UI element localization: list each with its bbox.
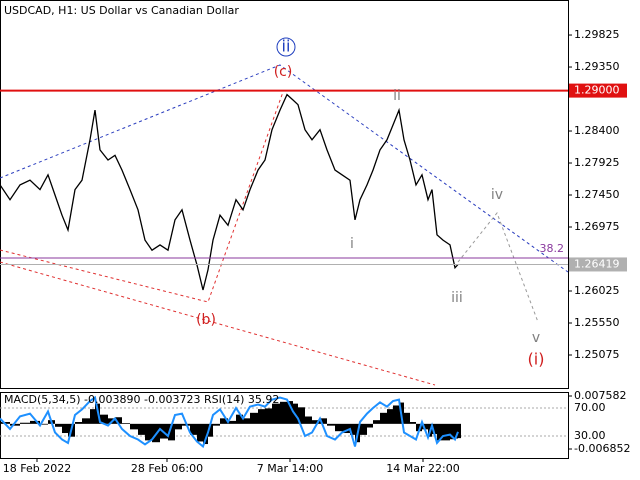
x-tick-label: 28 Feb 06:00	[131, 462, 203, 475]
macd-bar	[450, 423, 455, 440]
macd-bar	[287, 401, 293, 424]
macd-bar	[265, 408, 272, 424]
macd-bar	[208, 423, 213, 437]
level-label: 1.26419	[574, 257, 620, 270]
chart-title: USDCAD, H1: US Dollar vs Canadian Dollar	[4, 4, 239, 17]
wave-label: iv	[491, 187, 503, 203]
macd-bar	[62, 423, 68, 434]
macd-bar	[280, 401, 287, 424]
macd-bar	[258, 409, 265, 424]
macd-bar	[40, 423, 48, 425]
macd-bar	[367, 423, 373, 428]
macd-bar	[432, 423, 437, 435]
level-label: 1.29000	[574, 84, 620, 97]
macd-bar	[455, 423, 458, 439]
macd-bar	[115, 417, 122, 424]
y-tick-label: 1.26975	[574, 220, 620, 233]
wave-label: (i)	[528, 350, 545, 369]
macd-bar	[243, 418, 250, 424]
rsi-line	[0, 395, 459, 449]
macd-bar	[228, 420, 236, 424]
macd-bar	[404, 412, 410, 424]
macd-bar	[145, 423, 152, 441]
macd-bar	[10, 423, 20, 426]
y-tick-label: 1.29350	[574, 60, 620, 73]
macd-bar	[197, 423, 203, 442]
wave-label: i	[350, 236, 354, 252]
macd-bar	[458, 423, 461, 439]
wave-label: iii	[451, 290, 463, 306]
macd-bar	[100, 414, 108, 424]
y2-tick-label: 30.00	[574, 429, 606, 442]
panel-frame	[0, 392, 569, 459]
macd-bar	[380, 412, 387, 424]
macd-bar	[373, 420, 380, 424]
macd-bar	[82, 418, 90, 424]
macd-bar	[20, 422, 30, 424]
macd-bar	[175, 423, 182, 430]
macd-bar	[75, 422, 82, 424]
x-tick-label: 14 Mar 22:00	[386, 462, 459, 475]
y-tick-label: 1.28400	[574, 124, 620, 137]
y-tick-label: -0.006852	[574, 442, 630, 455]
panel-frame	[0, 0, 569, 389]
macd-bar	[236, 414, 243, 424]
macd-bar	[272, 403, 280, 424]
level-label: 38.2	[540, 242, 565, 255]
y-tick-label: 1.27450	[574, 188, 620, 201]
macd-bar	[350, 423, 355, 435]
y2-tick-label: 70.00	[574, 401, 606, 414]
macd-bar	[122, 423, 130, 424]
macd-bar	[55, 423, 62, 427]
macd-bar	[320, 418, 327, 424]
level-label-box	[569, 257, 627, 272]
macd-bar	[437, 423, 443, 441]
projection-line	[457, 211, 539, 323]
macd-bar	[393, 405, 399, 424]
y-tick-label: 1.26025	[574, 284, 620, 297]
wave-label: ii	[282, 37, 291, 56]
macd-bar	[220, 418, 228, 424]
wave-label: v	[532, 330, 540, 346]
macd-bar	[416, 423, 422, 432]
macd-bar	[305, 416, 312, 424]
wave-label: (c)	[274, 64, 293, 80]
macd-bar	[443, 423, 450, 441]
x-tick-label: 7 Mar 14:00	[257, 462, 323, 475]
macd-bar	[190, 423, 197, 435]
macd-bar	[298, 407, 305, 424]
macd-bar	[342, 423, 350, 434]
macd-bar	[360, 423, 367, 435]
macd-bar	[335, 423, 342, 432]
macd-bar	[312, 420, 320, 424]
wave-label: (b)	[196, 312, 216, 328]
wave-circle	[276, 37, 296, 57]
price-line	[0, 93, 459, 291]
y-tick-label: 0.007582	[574, 389, 627, 402]
macd-bar	[387, 409, 393, 424]
macd-bar	[203, 423, 208, 445]
level-label-box	[569, 83, 627, 98]
macd-bar	[410, 422, 416, 424]
trend-line	[0, 64, 569, 273]
indicator-title: MACD(5,34,5) -0.003890 -0.003723 RSI(14)…	[4, 393, 279, 406]
y-tick-label: 1.25550	[574, 316, 620, 329]
y-tick-label: 1.29825	[574, 28, 620, 41]
macd-bar	[327, 423, 335, 426]
macd-bar	[168, 423, 175, 441]
macd-bar	[90, 409, 95, 424]
macd-bar	[250, 412, 258, 424]
macd-bar	[138, 423, 145, 435]
wave-label: ii	[393, 88, 401, 104]
macd-bar	[30, 420, 40, 424]
macd-bar	[213, 423, 220, 426]
y-tick-label: 1.25075	[574, 348, 620, 361]
y-tick-label: 1.27925	[574, 156, 620, 169]
macd-bar	[422, 423, 428, 430]
x-tick-label: 18 Feb 2022	[3, 462, 71, 475]
macd-bar	[130, 423, 138, 430]
